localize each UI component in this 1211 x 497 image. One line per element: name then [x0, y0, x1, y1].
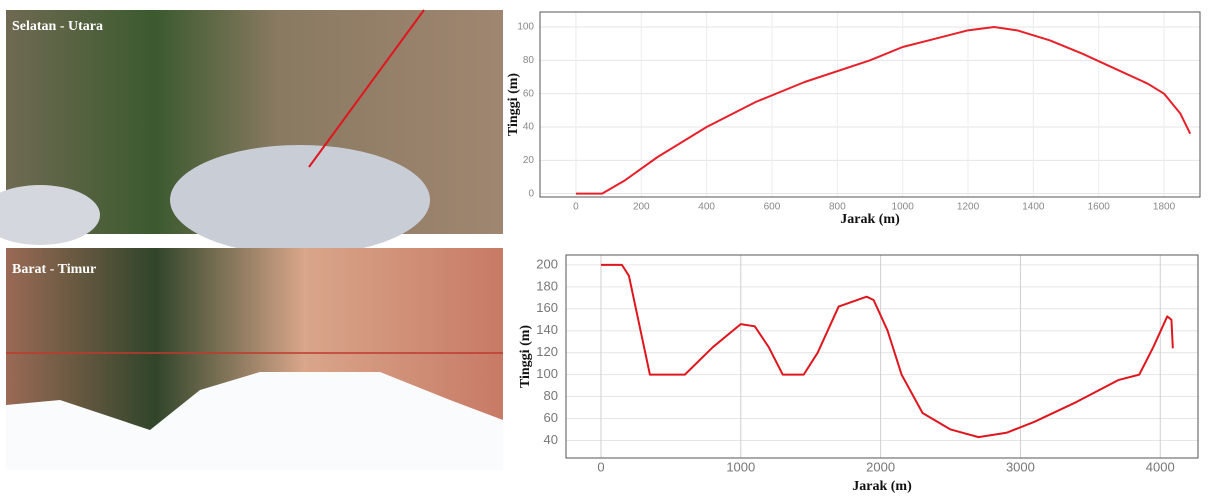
x-tick-label: 2000 — [866, 459, 895, 474]
x-tick-label: 800 — [829, 202, 846, 213]
figure: Selatan - Utara Barat - Timur 0 20 40 60 80 1… — [0, 0, 1211, 497]
y-tick-label: 0 — [528, 188, 534, 199]
y-tick-label: 40 — [523, 122, 535, 133]
x-tick-label: 1800 — [1153, 202, 1176, 213]
y-tick-label: 80 — [523, 55, 535, 66]
x-axis-label: Jarak (m) — [840, 212, 900, 227]
y-tick-label: 160 — [536, 300, 558, 315]
x-tick-label: 400 — [698, 202, 715, 213]
x-tick-label: 1000 — [726, 459, 755, 474]
y-tick-label: 100 — [517, 22, 534, 33]
y-tick-label: 40 — [544, 432, 558, 447]
x-tick-label: 3000 — [1006, 459, 1035, 474]
x-tick-label: 1600 — [1088, 202, 1111, 213]
image-label: Barat - Timur — [12, 262, 96, 277]
map-bottom: Barat - Timur — [6, 248, 503, 470]
x-tick-label: 0 — [573, 202, 579, 213]
x-tick-label: 1200 — [957, 202, 980, 213]
x-tick-label: 0 — [597, 459, 604, 474]
x-tick-label: 1400 — [1022, 202, 1045, 213]
y-tick-label: 120 — [536, 344, 558, 359]
y-tick-label: 100 — [536, 366, 558, 381]
data-line — [601, 265, 1173, 437]
x-axis-label: Jarak (m) — [852, 479, 912, 494]
y-tick-label: 60 — [544, 410, 558, 425]
y-tick-label: 140 — [536, 322, 558, 337]
image-label: Selatan - Utara — [12, 19, 103, 34]
y-tick-label: 200 — [536, 256, 558, 271]
x-tick-label: 1000 — [892, 202, 915, 213]
y-tick-label: 20 — [523, 155, 535, 166]
data-line — [576, 27, 1190, 194]
y-tick-label: 80 — [544, 388, 558, 403]
x-tick-label: 4000 — [1146, 459, 1175, 474]
y-tick-label: 180 — [536, 278, 558, 293]
y-axis-label: Tinggi (m) — [506, 73, 521, 136]
map-top: Selatan - Utara — [0, 10, 503, 255]
plot-frame — [566, 255, 1198, 458]
y-axis-label: Tinggi (m) — [518, 325, 533, 388]
x-tick-label: 200 — [633, 202, 650, 213]
y-tick-label: 60 — [523, 88, 535, 99]
x-tick-label: 600 — [764, 202, 781, 213]
